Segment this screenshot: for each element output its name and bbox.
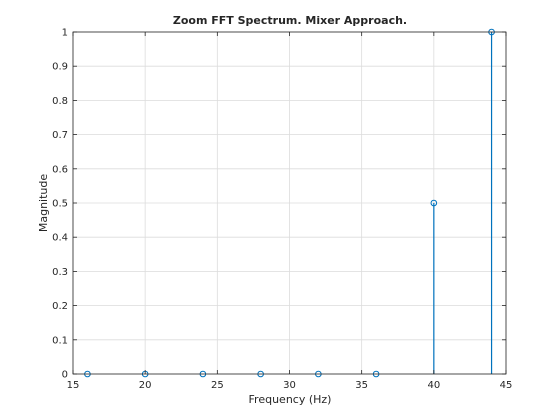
x-tick-label: 25 bbox=[211, 380, 224, 391]
y-tick-label: 0.3 bbox=[52, 267, 68, 278]
y-tick-label: 0.8 bbox=[52, 96, 68, 107]
y-axis-label: Magnitude bbox=[37, 174, 50, 233]
ticks: 15 20 25 30 35 40 45 0 0.1 0.2 0.3 0.4 0.5 0.6 0.7 0.8 0… bbox=[52, 28, 512, 392]
x-tick-label: 20 bbox=[139, 380, 152, 391]
x-tick-label: 40 bbox=[427, 380, 440, 391]
x-axis-label: Frequency (Hz) bbox=[249, 393, 332, 406]
y-tick-label: 0.1 bbox=[52, 335, 68, 346]
y-tick-label: 0.4 bbox=[52, 233, 68, 244]
y-tick-label: 0.7 bbox=[52, 130, 68, 141]
x-tick-label: 45 bbox=[500, 380, 513, 391]
x-tick-label: 30 bbox=[283, 380, 296, 391]
y-tick-label: 0 bbox=[62, 370, 68, 381]
stem-marker bbox=[430, 199, 438, 207]
plot-area: 15 20 25 30 35 40 45 0 0.1 0.2 0.3 0.4 0.5 0.6 0.7 0.8 0… bbox=[52, 28, 512, 392]
chart-title: Zoom FFT Spectrum. Mixer Approach. bbox=[173, 14, 407, 27]
y-tick-label: 0.2 bbox=[52, 301, 68, 312]
y-tick-label: 0.9 bbox=[52, 62, 68, 73]
y-tick-label: 1 bbox=[62, 28, 68, 39]
x-tick-label: 35 bbox=[355, 380, 368, 391]
y-tick-label: 0.5 bbox=[52, 199, 68, 210]
x-tick-label: 15 bbox=[67, 380, 80, 391]
y-tick-label: 0.6 bbox=[52, 164, 68, 175]
